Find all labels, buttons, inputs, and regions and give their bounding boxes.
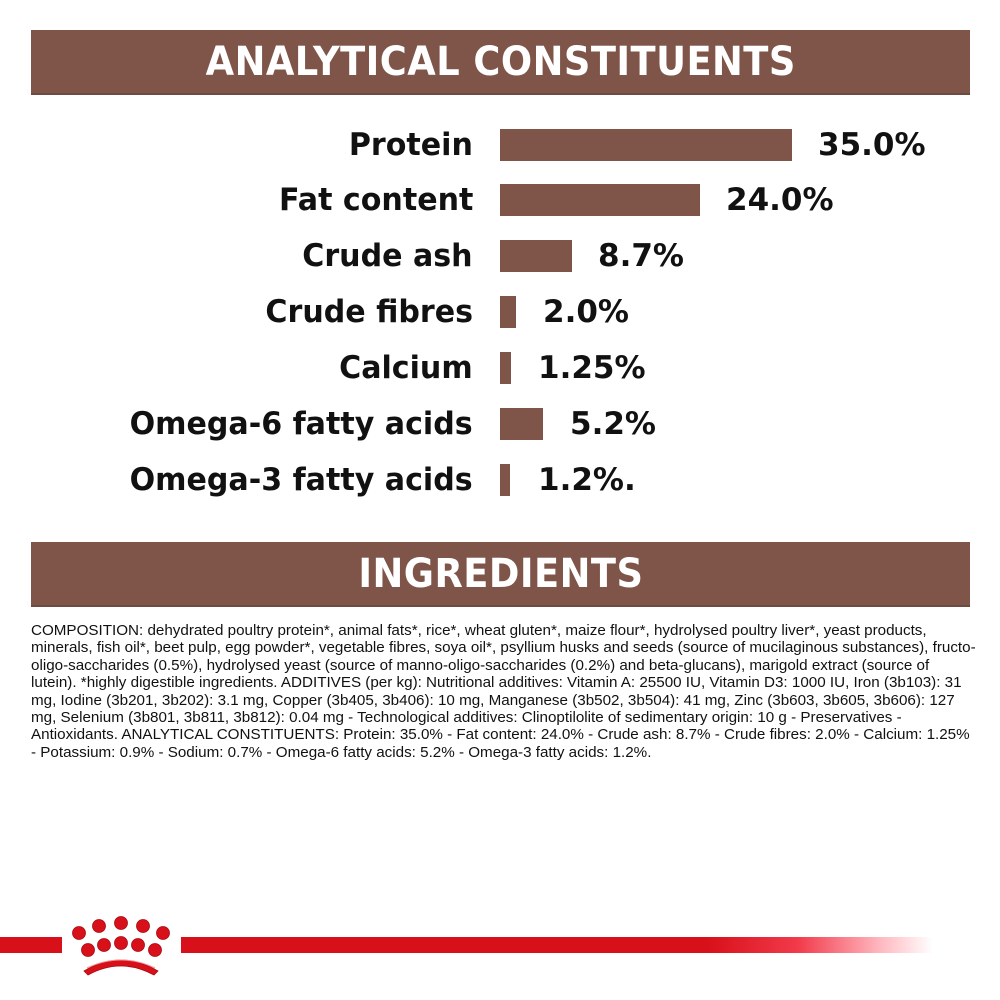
- row-bar: [500, 464, 510, 496]
- chart-row-crude-fibres: Crude fibres 2.0%: [0, 292, 1000, 332]
- row-label: Protein: [348, 127, 473, 163]
- brand-line-right: [181, 937, 933, 953]
- chart-row-omega-6: Omega-6 fatty acids 5.2%: [0, 404, 1000, 444]
- chart-row-protein: Protein 35.0%: [0, 125, 1000, 165]
- analytical-bar-chart: Protein 35.0% Fat content 24.0% Crude as…: [0, 125, 1000, 500]
- row-value: 8.7%: [598, 238, 684, 274]
- chart-row-calcium: Calcium 1.25%: [0, 348, 1000, 388]
- row-value: 1.25%: [538, 350, 646, 386]
- analytical-constituents-header: ANALYTICAL CONSTITUENTS: [31, 30, 970, 95]
- row-label: Fat content: [278, 182, 473, 218]
- row-bar: [500, 352, 511, 384]
- ingredients-header: INGREDIENTS: [31, 542, 970, 607]
- row-bar: [500, 184, 700, 216]
- brand-footer: [0, 910, 1000, 980]
- crown-logo-icon: [72, 916, 170, 976]
- row-label: Crude fibres: [265, 294, 473, 330]
- chart-row-crude-ash: Crude ash 8.7%: [0, 236, 1000, 276]
- row-label: Calcium: [339, 350, 473, 386]
- row-value: 24.0%: [726, 182, 834, 218]
- row-label: Crude ash: [302, 238, 473, 274]
- chart-row-omega-3: Omega-3 fatty acids 1.2%.: [0, 460, 1000, 500]
- row-label: Omega-3 fatty acids: [129, 462, 473, 498]
- row-value: 2.0%: [543, 294, 629, 330]
- ingredients-composition-text: COMPOSITION: dehydrated poultry protein*…: [31, 622, 976, 761]
- chart-row-fat-content: Fat content 24.0%: [0, 180, 1000, 220]
- row-bar: [500, 129, 792, 161]
- row-bar: [500, 296, 516, 328]
- row-label: Omega-6 fatty acids: [129, 406, 473, 442]
- row-bar: [500, 240, 572, 272]
- row-value: 35.0%: [818, 127, 926, 163]
- analytical-constituents-title: ANALYTICAL CONSTITUENTS: [205, 38, 796, 85]
- ingredients-title: INGREDIENTS: [357, 550, 643, 597]
- row-bar: [500, 408, 543, 440]
- row-value: 1.2%.: [538, 462, 636, 498]
- row-value: 5.2%: [570, 406, 656, 442]
- brand-line-left: [0, 937, 62, 953]
